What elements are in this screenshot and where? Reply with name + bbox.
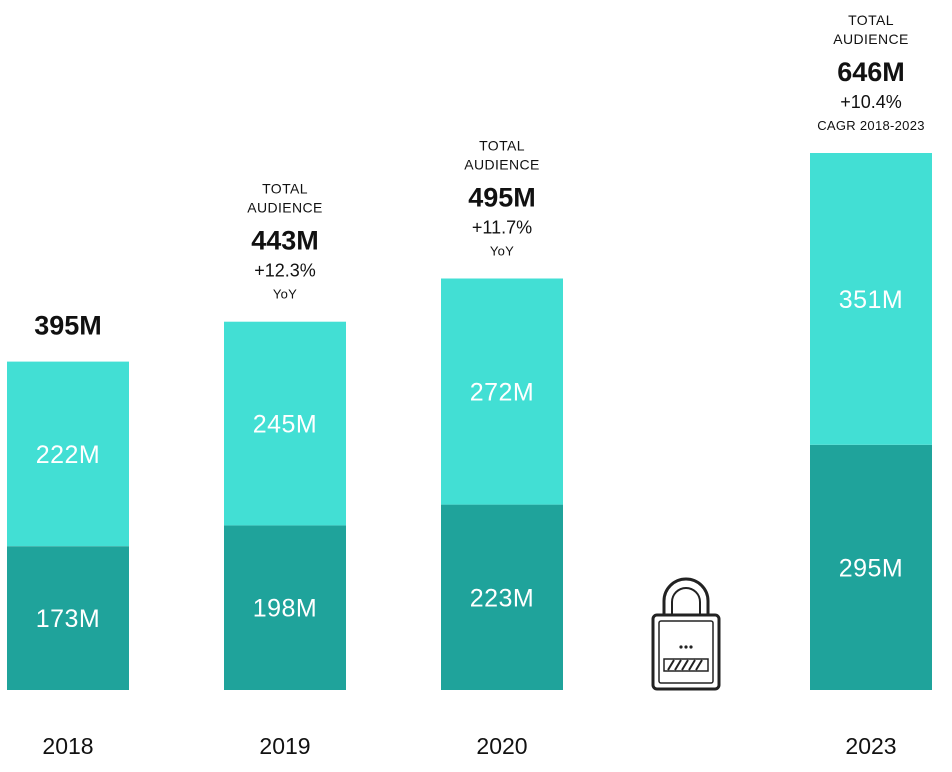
bar-segment-top-2023 — [810, 153, 932, 445]
growth-rate-2023: +10.4% — [840, 92, 902, 112]
bar-segment-bottom-2023 — [810, 444, 932, 690]
x-tick-label-2023: 2023 — [845, 733, 896, 759]
data-label-top-2019: 245M — [253, 411, 318, 439]
growth-note-2020: YoY — [490, 244, 514, 259]
growth-rate-2020: +11.7% — [472, 218, 532, 238]
data-label-bottom-2019: 198M — [253, 595, 318, 623]
data-label-top-2018: 222M — [36, 441, 101, 469]
bar-segment-top-2018 — [7, 361, 129, 547]
data-label-top-2020: 272M — [470, 379, 535, 407]
lock-icon — [651, 577, 721, 691]
bars-layer — [7, 153, 932, 690]
data-label-bottom-2018: 173M — [36, 605, 101, 633]
growth-note-2023: CAGR 2018-2023 — [817, 118, 925, 133]
bar-segment-top-2019 — [224, 321, 346, 526]
total-value-2020: 495M — [468, 183, 536, 213]
bar-segment-bottom-2019 — [224, 525, 346, 690]
data-label-bottom-2020: 223M — [470, 584, 535, 612]
bar-segment-bottom-2020 — [441, 504, 563, 690]
x-tick-label-2020: 2020 — [476, 733, 527, 759]
total-value-2023: 646M — [837, 57, 905, 87]
bar-segment-bottom-2018 — [7, 546, 129, 690]
total-heading-line1-2023: TOTAL — [848, 12, 894, 28]
growth-note-2019: YoY — [273, 287, 297, 302]
data-label-bottom-2023: 295M — [839, 554, 904, 582]
bar-segment-top-2020 — [441, 278, 563, 505]
total-heading-line1-2020: TOTAL — [479, 138, 525, 154]
growth-rate-2019: +12.3% — [254, 261, 316, 281]
labels-layer: 173M 222M 2018 395M 198M 245M 2019 TOTAL AUDIENC… — [34, 12, 925, 759]
total-heading-line2-2019: AUDIENCE — [247, 200, 323, 216]
total-value-2018: 395M — [34, 311, 102, 341]
total-heading-line1-2019: TOTAL — [262, 181, 308, 197]
data-label-top-2023: 351M — [839, 286, 904, 314]
total-value-2019: 443M — [251, 226, 319, 256]
x-tick-label-2018: 2018 — [42, 733, 93, 759]
x-tick-label-2019: 2019 — [259, 733, 310, 759]
total-heading-line2-2020: AUDIENCE — [464, 157, 540, 173]
total-heading-line2-2023: AUDIENCE — [833, 31, 909, 47]
